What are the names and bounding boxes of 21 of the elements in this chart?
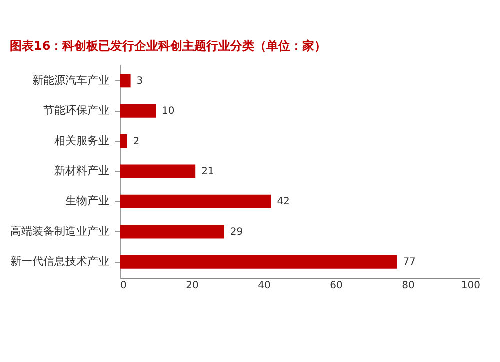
y-tick-label: 高端装备制造业产业 bbox=[10, 224, 110, 238]
data-label: 10 bbox=[162, 106, 175, 118]
x-tick-label: 60 bbox=[330, 280, 343, 292]
y-tick-label: 生物产业 bbox=[66, 194, 110, 208]
chart-title: 图表16：科创板已发行企业科创主题行业分类（单位：家） bbox=[10, 39, 327, 53]
y-tick-label: 节能环保产业 bbox=[44, 104, 110, 118]
data-label: 21 bbox=[202, 166, 214, 178]
x-tick-label: 80 bbox=[402, 280, 415, 292]
x-tick-label: 20 bbox=[186, 280, 199, 292]
y-tick-label: 新能源汽车产业 bbox=[32, 74, 110, 87]
data-label: 77 bbox=[403, 257, 416, 268]
y-tick-label: 相关服务业 bbox=[54, 134, 110, 148]
data-label: 29 bbox=[230, 226, 244, 238]
x-tick-label: 40 bbox=[258, 280, 271, 292]
y-tick-label: 新材料产业 bbox=[54, 164, 110, 178]
y-tick-label: 新一代信息技术产业 bbox=[10, 255, 110, 268]
data-label: 42 bbox=[277, 196, 290, 208]
x-tick-label: 0 bbox=[120, 280, 127, 292]
data-label: 2 bbox=[133, 136, 140, 148]
data-label: 3 bbox=[136, 76, 144, 87]
x-tick-label: 100 bbox=[461, 280, 480, 292]
